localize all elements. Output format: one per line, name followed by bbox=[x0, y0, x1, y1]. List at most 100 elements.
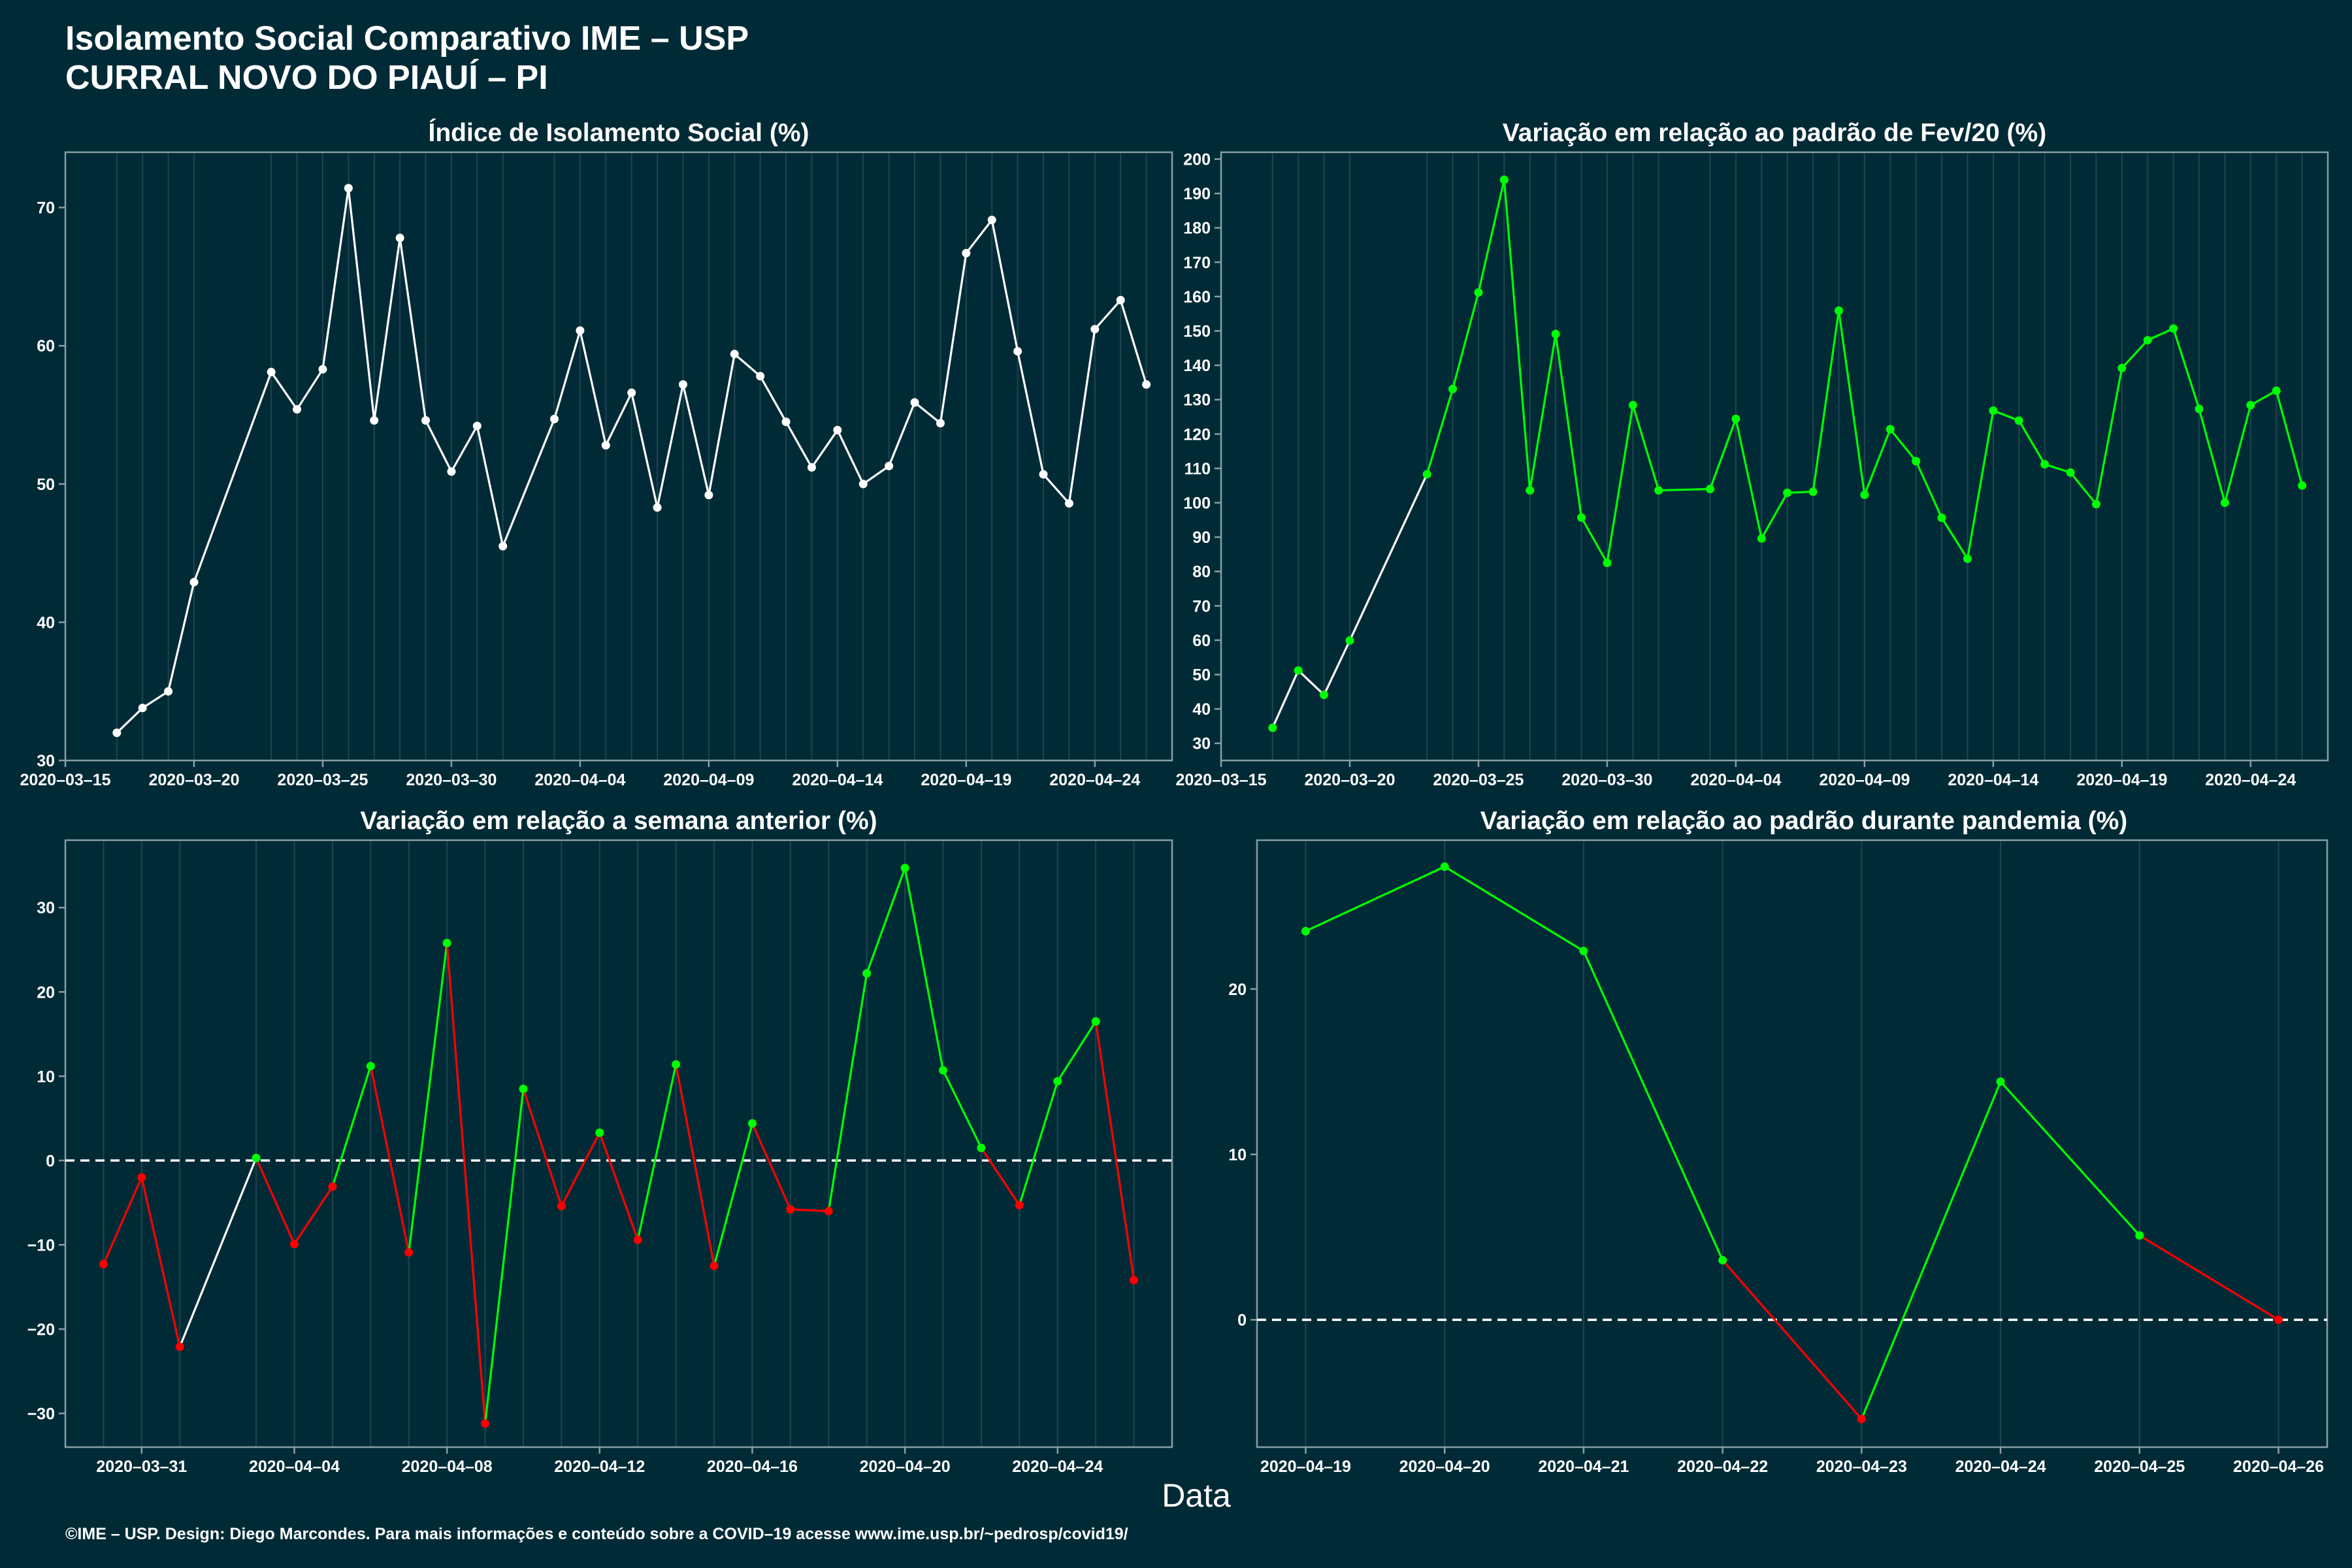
series-line-segment bbox=[630, 391, 659, 509]
x-tick-label: 2020–04–20 bbox=[860, 1458, 951, 1476]
data-point bbox=[404, 1248, 414, 1257]
panel-isolation-index: Índice de Isolamento Social (%) 30 40 50 60… bbox=[20, 118, 1173, 789]
series-line-segment bbox=[141, 690, 170, 710]
data-point bbox=[447, 467, 456, 476]
y-tick-label: 20 bbox=[37, 983, 55, 1002]
x-tick-label: 2020–03–20 bbox=[148, 771, 239, 789]
series-line-segment bbox=[373, 237, 401, 422]
data-point bbox=[1551, 329, 1560, 338]
panel-variation-week: Variação em relação a semana anterior (%… bbox=[27, 807, 1173, 1476]
y-tick-label: 30 bbox=[37, 899, 55, 917]
series-line-segment bbox=[193, 370, 272, 583]
data-point bbox=[653, 503, 662, 512]
data-point bbox=[1448, 384, 1458, 393]
series-line-segment bbox=[1631, 404, 1660, 492]
series-line-segment bbox=[1786, 491, 1814, 494]
isolation-grid bbox=[116, 152, 1147, 760]
series-line-segment bbox=[1443, 865, 1585, 953]
series-line-segment bbox=[2017, 419, 2046, 466]
x-tick-label: 2020–04–22 bbox=[1677, 1458, 1768, 1476]
data-point bbox=[1116, 295, 1125, 304]
data-point bbox=[747, 1119, 757, 1128]
series-line-segment bbox=[1992, 409, 2020, 422]
data-point bbox=[1474, 288, 1483, 297]
data-point bbox=[1996, 1077, 2005, 1086]
series-line-segment bbox=[502, 417, 556, 547]
data-point bbox=[2066, 468, 2075, 477]
series-line-segment bbox=[836, 429, 864, 485]
x-tick-label: 2020–03–31 bbox=[96, 1458, 187, 1476]
series-line-segment bbox=[1094, 299, 1122, 331]
data-point bbox=[1064, 498, 1073, 508]
series-line-segment bbox=[1119, 299, 1148, 386]
data-point bbox=[1015, 1201, 1024, 1210]
series-line-segment bbox=[681, 383, 710, 497]
series-line-segment bbox=[446, 941, 487, 1425]
x-tick-label: 2020–03–15 bbox=[20, 771, 110, 789]
series-line-segment bbox=[1606, 404, 1634, 564]
series-line-segment bbox=[913, 401, 942, 425]
series-line-segment bbox=[2044, 463, 2072, 474]
data-point bbox=[710, 1262, 719, 1271]
data-point bbox=[318, 365, 327, 374]
data-point bbox=[1039, 470, 1048, 479]
series-line-segment bbox=[1451, 291, 1480, 391]
series-line-segment bbox=[1271, 669, 1299, 729]
series-line-segment bbox=[295, 368, 324, 411]
data-point bbox=[289, 1239, 299, 1249]
x-tick-label: 2020–03–30 bbox=[406, 771, 497, 789]
data-point bbox=[1301, 926, 1310, 936]
series-line-segment bbox=[733, 353, 762, 378]
data-point bbox=[2091, 500, 2100, 509]
series-line-segment bbox=[560, 1132, 601, 1207]
y-tick-label: 50 bbox=[1192, 666, 1211, 685]
data-point bbox=[366, 1062, 375, 1071]
data-point bbox=[1731, 414, 1740, 423]
data-point bbox=[977, 1143, 986, 1152]
x-tick-label: 2020–04–24 bbox=[2205, 771, 2296, 789]
series-line-segment bbox=[399, 237, 427, 422]
series-line-segment bbox=[965, 219, 993, 255]
series-line-segment bbox=[408, 941, 448, 1254]
data-point bbox=[1579, 947, 1588, 956]
series-line-segment bbox=[751, 1122, 792, 1211]
y-tick-label: 80 bbox=[1192, 563, 1211, 581]
data-point bbox=[627, 388, 636, 397]
series-line-segment bbox=[1554, 333, 1583, 519]
series-line-segment bbox=[598, 1132, 639, 1241]
data-point bbox=[2298, 481, 2307, 490]
y-tick-label: 30 bbox=[1192, 735, 1211, 753]
data-point bbox=[1440, 862, 1449, 872]
panel-variation-pandemic: Variação em relação ao padrão durante pa… bbox=[1228, 807, 2328, 1476]
data-point bbox=[481, 1419, 490, 1428]
series-line-segment bbox=[1966, 409, 1995, 560]
panel-isolation-title: Índice de Isolamento Social (%) bbox=[429, 118, 809, 147]
y-tick-label: 0 bbox=[46, 1152, 55, 1170]
data-point bbox=[2143, 336, 2152, 345]
data-point bbox=[328, 1182, 337, 1191]
series-line-segment bbox=[2172, 327, 2200, 410]
data-point bbox=[910, 398, 919, 407]
series-line-segment bbox=[1503, 178, 1531, 492]
data-point bbox=[189, 578, 199, 587]
series-line-segment bbox=[1068, 328, 1096, 505]
series-line-segment bbox=[1999, 1080, 2141, 1237]
series-line-segment bbox=[810, 429, 839, 469]
series-line-segment bbox=[888, 401, 916, 467]
data-point bbox=[293, 405, 302, 414]
panel-variation-feb-title: Variação em relação ao padrão de Fev/20 … bbox=[1503, 119, 2046, 147]
footer-credit: ©IME – USP. Design: Diego Marcondes. Par… bbox=[65, 1525, 1128, 1543]
x-tick-label: 2020–04–14 bbox=[792, 771, 883, 789]
series-line-segment bbox=[369, 1065, 410, 1254]
data-point bbox=[781, 417, 791, 427]
data-point bbox=[730, 350, 739, 359]
data-point bbox=[2246, 400, 2255, 410]
y-tick-label: 100 bbox=[1183, 495, 1211, 513]
y-tick-label: 190 bbox=[1183, 185, 1211, 203]
series-line-segment bbox=[483, 1088, 525, 1425]
y-tick-label: 60 bbox=[1192, 632, 1211, 650]
panel-variation-feb: Variação em relação ao padrão de Fev/20 … bbox=[1175, 119, 2329, 789]
series-line-segment bbox=[939, 252, 968, 425]
